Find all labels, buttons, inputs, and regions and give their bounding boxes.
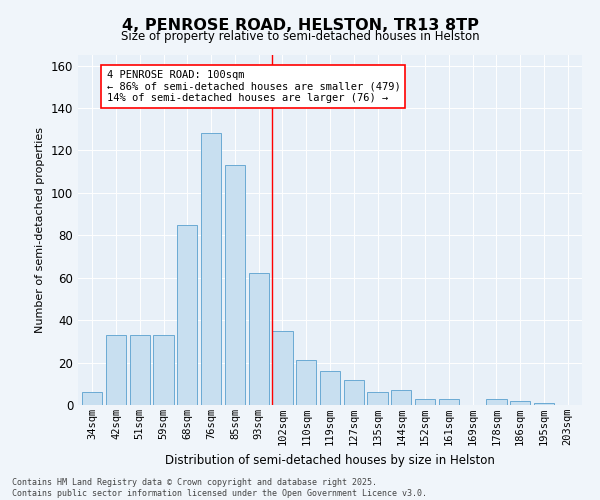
Bar [415, 398, 435, 405]
Bar [82, 392, 103, 405]
Bar [272, 331, 293, 405]
Bar [320, 371, 340, 405]
Bar [177, 224, 197, 405]
Bar [487, 398, 506, 405]
Text: Contains HM Land Registry data © Crown copyright and database right 2025.
Contai: Contains HM Land Registry data © Crown c… [12, 478, 427, 498]
Bar [248, 274, 269, 405]
Bar [130, 335, 150, 405]
Y-axis label: Number of semi-detached properties: Number of semi-detached properties [35, 127, 45, 333]
Bar [344, 380, 364, 405]
Bar [439, 398, 459, 405]
Bar [510, 401, 530, 405]
X-axis label: Distribution of semi-detached houses by size in Helston: Distribution of semi-detached houses by … [165, 454, 495, 466]
Bar [154, 335, 173, 405]
Bar [225, 166, 245, 405]
Bar [106, 335, 126, 405]
Text: 4, PENROSE ROAD, HELSTON, TR13 8TP: 4, PENROSE ROAD, HELSTON, TR13 8TP [122, 18, 478, 32]
Bar [201, 134, 221, 405]
Bar [296, 360, 316, 405]
Text: 4 PENROSE ROAD: 100sqm
← 86% of semi-detached houses are smaller (479)
14% of se: 4 PENROSE ROAD: 100sqm ← 86% of semi-det… [107, 70, 400, 103]
Bar [391, 390, 412, 405]
Text: Size of property relative to semi-detached houses in Helston: Size of property relative to semi-detach… [121, 30, 479, 43]
Bar [367, 392, 388, 405]
Bar [534, 403, 554, 405]
